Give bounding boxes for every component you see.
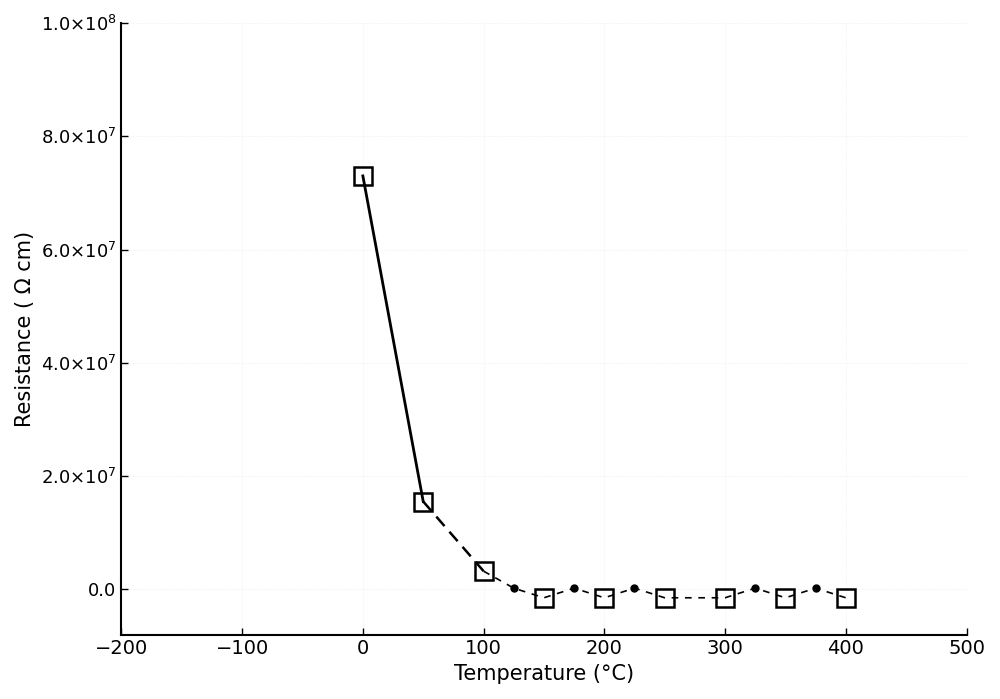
Y-axis label: Resistance ( Ω cm): Resistance ( Ω cm) bbox=[15, 231, 35, 427]
X-axis label: Temperature (°C): Temperature (°C) bbox=[454, 664, 634, 684]
